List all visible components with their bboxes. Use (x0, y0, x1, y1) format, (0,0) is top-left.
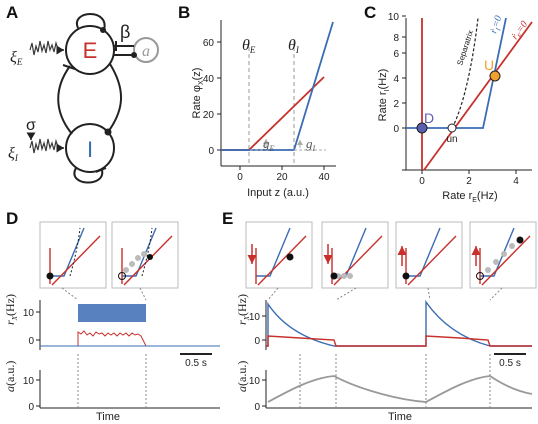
panel-b: B 0 20 40 60 0 20 40 Input z (a.u.) Rate… (178, 3, 336, 199)
b-y-axis-label: Rate φX(z) (191, 68, 205, 119)
inhibitory-node (65, 123, 115, 173)
e-rate-i-trace (266, 299, 532, 347)
svg-text:6: 6 (393, 49, 399, 60)
e-self-loop (75, 13, 106, 31)
excitatory-node-label: E (83, 38, 98, 63)
transfer-function-i (221, 21, 334, 151)
panel-label-c: C (364, 3, 376, 22)
up-state-label: U (484, 57, 494, 73)
b-x-ticks: 0 20 40 (237, 166, 330, 183)
svg-text:40: 40 (318, 172, 330, 183)
e-inset-4 (469, 221, 537, 289)
down-state-label: D (424, 110, 434, 126)
nullcline-e-line (423, 21, 533, 171)
beta-label: β (120, 22, 130, 42)
nullcline-e-label: ṙE=0 (510, 19, 532, 43)
e-adaptation-trace (267, 375, 533, 403)
svg-text:4: 4 (393, 74, 399, 85)
svg-text:10: 10 (23, 376, 35, 387)
svg-text:20: 20 (276, 172, 288, 183)
noise-i-label: ξI (8, 145, 19, 163)
e-to-i-connection (107, 63, 123, 133)
svg-text:40: 40 (203, 74, 215, 85)
svg-text:0: 0 (393, 124, 399, 135)
svg-text:0: 0 (254, 402, 260, 413)
e-inset-1 (245, 221, 313, 289)
d-rate-e-trace (40, 330, 220, 347)
gain-e-label: gE (263, 136, 275, 153)
d-rate-axis-label: rX(Hz) (3, 294, 19, 325)
panel-label-a: A (6, 3, 18, 22)
panel-d: D 0 10 rX(Hz) (3, 209, 220, 423)
up-state-point (489, 70, 501, 82)
svg-text:4: 4 (513, 176, 519, 187)
svg-text:0: 0 (28, 336, 34, 347)
b-y-ticks: 0 20 40 60 (203, 38, 221, 157)
svg-text:2: 2 (393, 99, 399, 110)
e-time-label: Time (388, 411, 412, 423)
panel-c: C 0 2 4 6 8 10 0 2 4 Rate rE(Hz) Rate rI… (364, 3, 533, 204)
e-inset-2 (321, 221, 389, 289)
c-y-axis-label: Rate rI(Hz) (377, 69, 391, 122)
e-rate-e-trace (266, 335, 532, 347)
svg-text:0: 0 (208, 146, 214, 157)
svg-text:10: 10 (249, 312, 261, 323)
gain-i-label: gI (306, 136, 316, 153)
panel-e: E (222, 209, 537, 423)
unstable-point-label: un (446, 134, 457, 145)
d-time-label: Time (96, 411, 120, 423)
svg-text:0: 0 (419, 176, 425, 187)
nullcline-i-label: ṙI=0 (488, 14, 506, 35)
down-state-point (416, 122, 428, 134)
theta-i-label: θI (288, 37, 300, 55)
svg-text:0: 0 (254, 336, 260, 347)
d-scale-bar-label: 0.5 s (185, 358, 207, 369)
nullcline-i (406, 17, 507, 129)
svg-text:0: 0 (237, 172, 243, 183)
svg-text:10: 10 (249, 376, 261, 387)
d-rate-i-trace (78, 304, 146, 322)
svg-text:20: 20 (203, 110, 215, 121)
panel-label-d: D (6, 209, 18, 228)
unstable-point (447, 123, 457, 133)
panel-label-b: B (178, 3, 190, 22)
d-inset-2 (111, 221, 179, 289)
e-adaptation-axis-label: a(a.u.) (235, 361, 249, 392)
i-to-e-connection (57, 65, 73, 135)
c-x-ticks: 0 2 4 (419, 170, 519, 187)
adaptation-node-label: a (142, 43, 150, 60)
c-x-axis-label: Rate rE(Hz) (442, 190, 497, 204)
i-self-loop (73, 167, 104, 184)
svg-text:10: 10 (23, 308, 35, 319)
e-scale-bar-label: 0.5 s (499, 358, 521, 369)
separatrix (451, 17, 479, 129)
svg-text:10: 10 (388, 12, 400, 23)
theta-e-label: θE (242, 37, 256, 55)
sigma-label: σ (26, 117, 36, 134)
e-rate-axis-label: rX(Hz) (235, 294, 251, 325)
b-x-axis-label: Input z (a.u.) (247, 187, 309, 199)
svg-text:0: 0 (28, 402, 34, 413)
inhibitory-node-label: I (87, 137, 93, 162)
panel-label-e: E (222, 209, 233, 228)
noise-i-trace (29, 138, 59, 154)
d-adaptation-axis-label: a(a.u.) (3, 361, 17, 392)
svg-text:60: 60 (203, 38, 215, 49)
excitatory-node (65, 25, 115, 75)
noise-e-trace (29, 40, 59, 56)
noise-e-label: ξE (10, 49, 23, 67)
panel-a: A E I a β ξE σ ξI (6, 3, 159, 184)
svg-text:2: 2 (466, 176, 472, 187)
svg-text:8: 8 (393, 33, 399, 44)
e-inset-3 (395, 221, 463, 289)
c-y-ticks: 0 2 4 6 8 10 (388, 12, 406, 171)
d-inset-1 (39, 221, 107, 289)
adaptation-node (133, 37, 159, 63)
